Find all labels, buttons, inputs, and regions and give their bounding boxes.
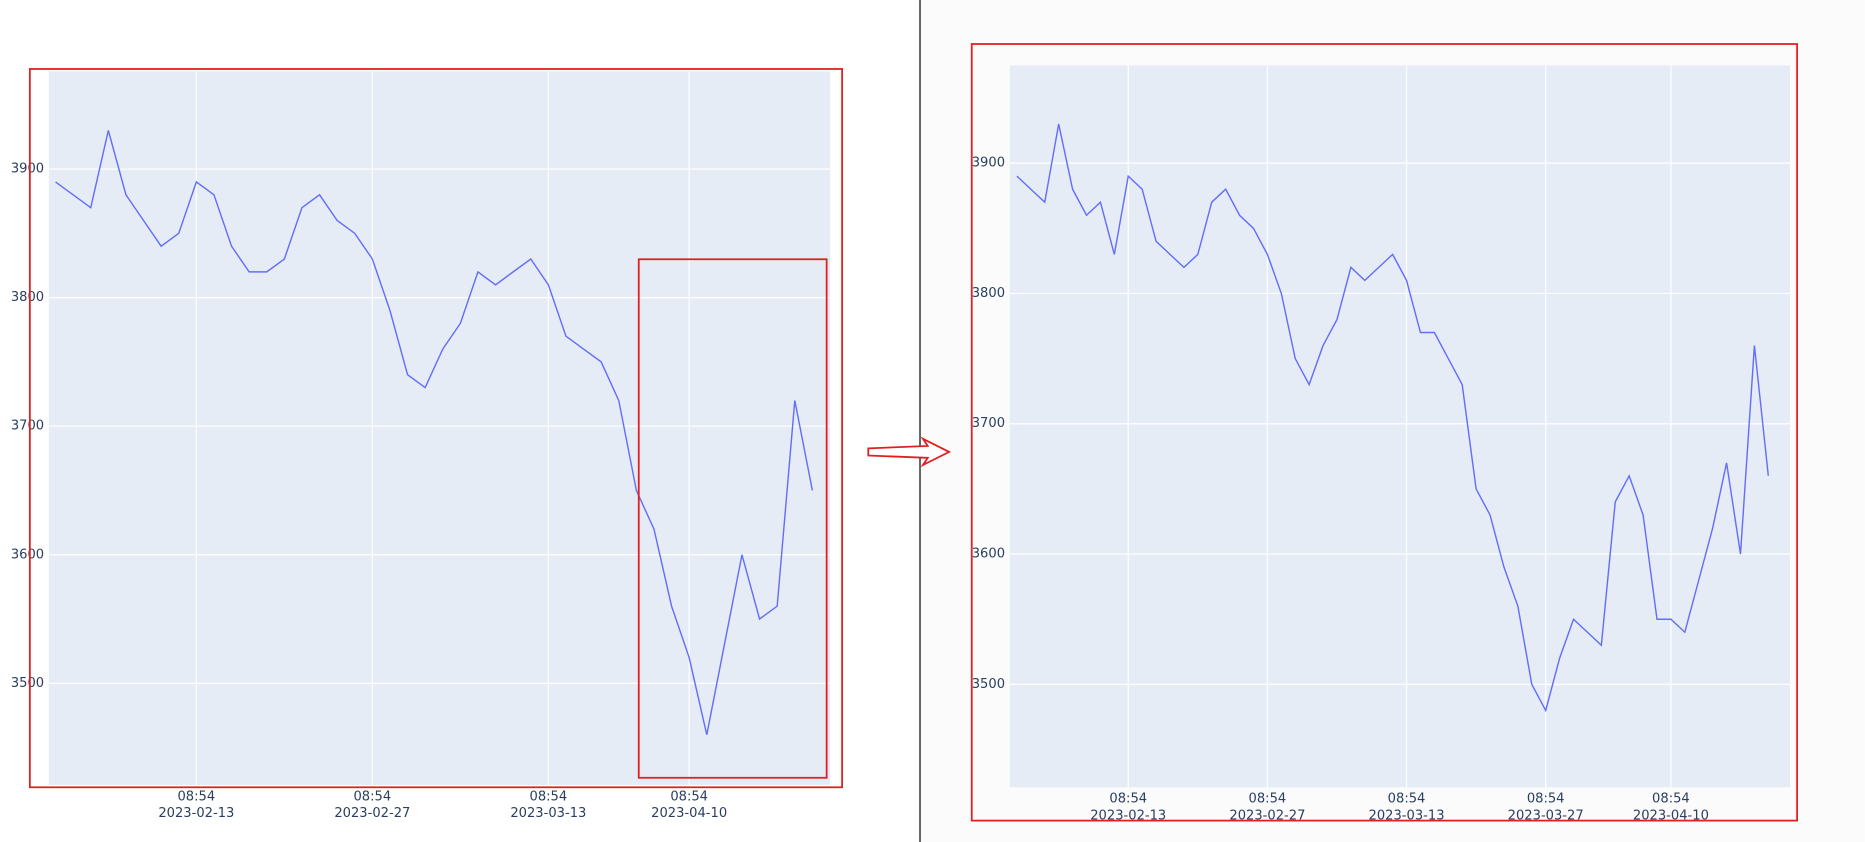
highlight-box <box>970 43 1798 822</box>
x-tick-label: 08:54 <box>530 789 568 804</box>
x-tick-label: 2023-03-13 <box>1369 808 1445 823</box>
line <box>55 130 814 735</box>
y-tick-label: 3800 <box>11 290 44 305</box>
y-tick-label: 3900 <box>11 162 44 177</box>
y-tick-label: 3900 <box>972 156 1005 171</box>
y-tick-label: 3500 <box>972 677 1005 692</box>
x-tick-label: 2023-04-10 <box>651 806 727 821</box>
x-tick-label: 2023-02-27 <box>334 806 410 821</box>
x-tick-label: 08:54 <box>1388 792 1426 807</box>
y-tick-label: 3700 <box>972 416 1005 431</box>
x-tick-label: 08:54 <box>354 789 392 804</box>
x-tick-label: 2023-02-13 <box>1090 808 1166 823</box>
y-tick-label: 3700 <box>11 419 44 434</box>
x-tick-label: 08:54 <box>1652 792 1690 807</box>
arrow <box>867 436 952 468</box>
y-tick-label: 3600 <box>11 547 44 562</box>
x-tick-label: 08:54 <box>1527 792 1565 807</box>
x-tick-label: 08:54 <box>177 789 215 804</box>
x-tick-label: 08:54 <box>670 789 708 804</box>
x-tick-label: 2023-04-10 <box>1633 808 1709 823</box>
charts: 3500360037003800390008:542023-02-1308:54… <box>11 65 1790 823</box>
x-tick-label: 08:54 <box>1249 792 1287 807</box>
x-tick-label: 2023-03-13 <box>510 806 586 821</box>
y-tick-label: 3500 <box>11 676 44 691</box>
x-tick-label: 2023-02-27 <box>1229 808 1305 823</box>
y-tick-label: 3600 <box>972 547 1005 562</box>
y-tick-label: 3800 <box>972 286 1005 301</box>
highlight-box <box>637 258 828 779</box>
x-tick-label: 08:54 <box>1109 792 1147 807</box>
highlight-box <box>28 68 844 789</box>
line <box>1016 123 1770 713</box>
plot-area <box>1009 65 1790 788</box>
plot-area <box>48 71 831 785</box>
x-tick-label: 2023-03-27 <box>1508 808 1584 823</box>
x-tick-label: 2023-02-13 <box>158 806 234 821</box>
